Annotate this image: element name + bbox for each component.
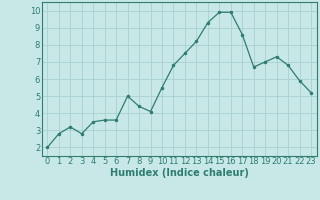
X-axis label: Humidex (Indice chaleur): Humidex (Indice chaleur) [110, 168, 249, 178]
